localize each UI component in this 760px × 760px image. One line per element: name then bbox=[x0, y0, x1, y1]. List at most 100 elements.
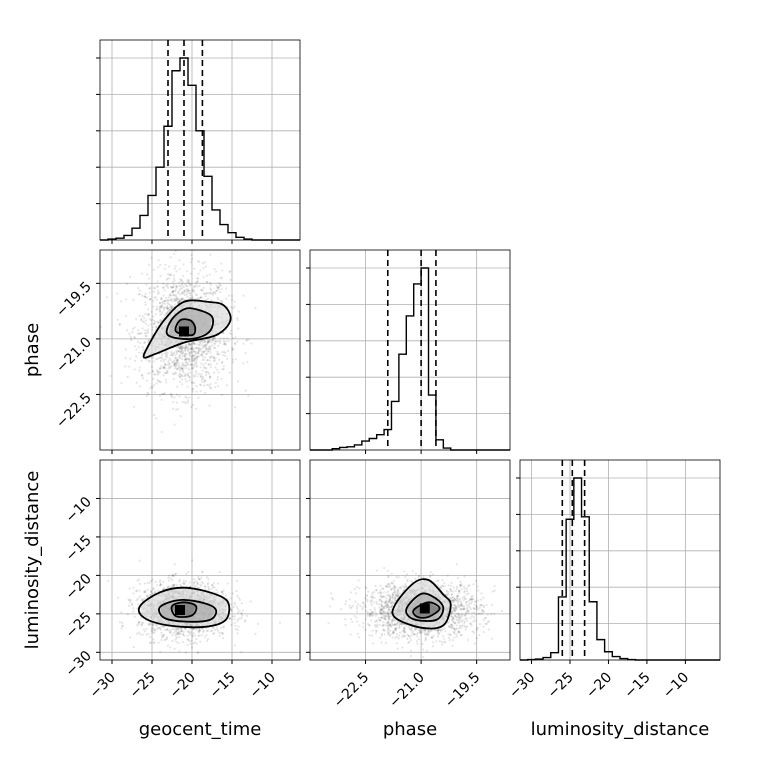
scatter-point bbox=[209, 375, 212, 378]
scatter-point bbox=[354, 600, 357, 603]
scatter-point bbox=[390, 604, 394, 607]
scatter-point bbox=[202, 377, 205, 380]
scatter-point bbox=[370, 613, 373, 616]
scatter-point bbox=[163, 302, 166, 305]
scatter-point bbox=[169, 308, 172, 311]
scatter-point bbox=[189, 294, 192, 297]
scatter-point bbox=[469, 622, 472, 625]
scatter-point bbox=[140, 317, 143, 321]
scatter-point bbox=[171, 289, 175, 293]
scatter-point bbox=[189, 633, 192, 636]
scatter-point bbox=[173, 359, 176, 362]
scatter-point bbox=[396, 588, 400, 591]
scatter-point bbox=[464, 617, 467, 620]
scatter-point bbox=[145, 379, 148, 382]
scatter-point bbox=[175, 584, 179, 587]
scatter-point bbox=[172, 294, 175, 297]
scatter-point bbox=[457, 589, 461, 592]
scatter-point bbox=[186, 357, 189, 360]
scatter-point bbox=[379, 612, 382, 615]
scatter-point bbox=[181, 355, 184, 358]
scatter-point bbox=[391, 593, 395, 596]
scatter-point bbox=[203, 292, 206, 295]
scatter-point bbox=[161, 635, 164, 638]
scatter-point bbox=[179, 633, 182, 636]
scatter-point bbox=[206, 280, 209, 284]
scatter-point bbox=[205, 292, 208, 295]
scatter-point bbox=[176, 408, 179, 411]
scatter-point bbox=[180, 279, 183, 282]
scatter-point bbox=[172, 294, 175, 297]
scatter-point bbox=[188, 289, 191, 292]
scatter-point bbox=[171, 372, 175, 375]
scatter-point bbox=[469, 616, 472, 620]
scatter-point bbox=[151, 592, 154, 595]
scatter-point bbox=[353, 615, 356, 618]
scatter-point bbox=[349, 633, 352, 636]
scatter-point bbox=[185, 346, 188, 349]
scatter-point bbox=[159, 263, 162, 267]
scatter-point bbox=[192, 581, 196, 584]
scatter-point bbox=[188, 292, 191, 295]
scatter-point bbox=[375, 619, 378, 622]
scatter-point bbox=[168, 363, 171, 366]
scatter-point bbox=[201, 570, 204, 573]
scatter-point bbox=[137, 578, 140, 581]
scatter-point bbox=[175, 358, 178, 361]
scatter-point bbox=[186, 362, 189, 366]
scatter-point bbox=[191, 559, 194, 562]
scatter-point bbox=[179, 287, 182, 290]
scatter-point bbox=[174, 362, 177, 365]
scatter-point bbox=[176, 297, 179, 301]
scatter-point bbox=[131, 603, 134, 606]
scatter-point bbox=[180, 364, 183, 367]
scatter-point bbox=[140, 623, 144, 626]
scatter-point bbox=[454, 607, 457, 610]
scatter-point bbox=[381, 595, 384, 599]
scatter-point bbox=[150, 323, 153, 326]
scatter-point bbox=[168, 308, 171, 311]
scatter-point bbox=[367, 590, 370, 593]
scatter-point bbox=[163, 352, 166, 355]
scatter-point bbox=[186, 630, 189, 633]
scatter-point bbox=[371, 629, 374, 632]
scatter-point bbox=[227, 617, 231, 620]
scatter-point bbox=[451, 639, 455, 642]
scatter-point bbox=[170, 352, 173, 355]
scatter-point bbox=[464, 628, 467, 631]
scatter-point bbox=[133, 326, 136, 329]
scatter-point bbox=[411, 631, 414, 634]
scatter-point bbox=[171, 286, 175, 289]
scatter-point bbox=[170, 393, 173, 396]
scatter-point bbox=[153, 296, 156, 299]
scatter-point bbox=[186, 270, 189, 273]
scatter-point bbox=[207, 347, 210, 350]
scatter-point bbox=[375, 620, 378, 623]
scatter-point bbox=[181, 368, 184, 371]
scatter-point bbox=[167, 310, 170, 313]
scatter-point bbox=[247, 394, 250, 397]
scatter-point bbox=[154, 629, 157, 632]
scatter-point bbox=[175, 352, 179, 355]
scatter-point bbox=[225, 337, 229, 340]
scatter-point bbox=[216, 629, 220, 632]
scatter-point bbox=[164, 367, 167, 370]
scatter-point bbox=[196, 582, 199, 585]
scatter-point bbox=[125, 298, 128, 301]
scatter-point bbox=[198, 284, 201, 288]
scatter-point bbox=[176, 358, 179, 361]
scatter-point bbox=[369, 599, 372, 602]
scatter-point bbox=[148, 291, 151, 294]
scatter-point bbox=[475, 607, 479, 610]
scatter-point bbox=[171, 639, 174, 643]
scatter-point bbox=[137, 631, 141, 634]
scatter-point bbox=[351, 620, 354, 623]
scatter-point bbox=[179, 299, 182, 302]
scatter-point bbox=[402, 629, 406, 632]
scatter-point bbox=[204, 366, 207, 370]
scatter-point bbox=[187, 289, 190, 293]
scatter-point bbox=[197, 630, 200, 633]
scatter-point bbox=[461, 618, 464, 622]
scatter-point bbox=[217, 285, 220, 289]
scatter-point bbox=[172, 285, 175, 289]
